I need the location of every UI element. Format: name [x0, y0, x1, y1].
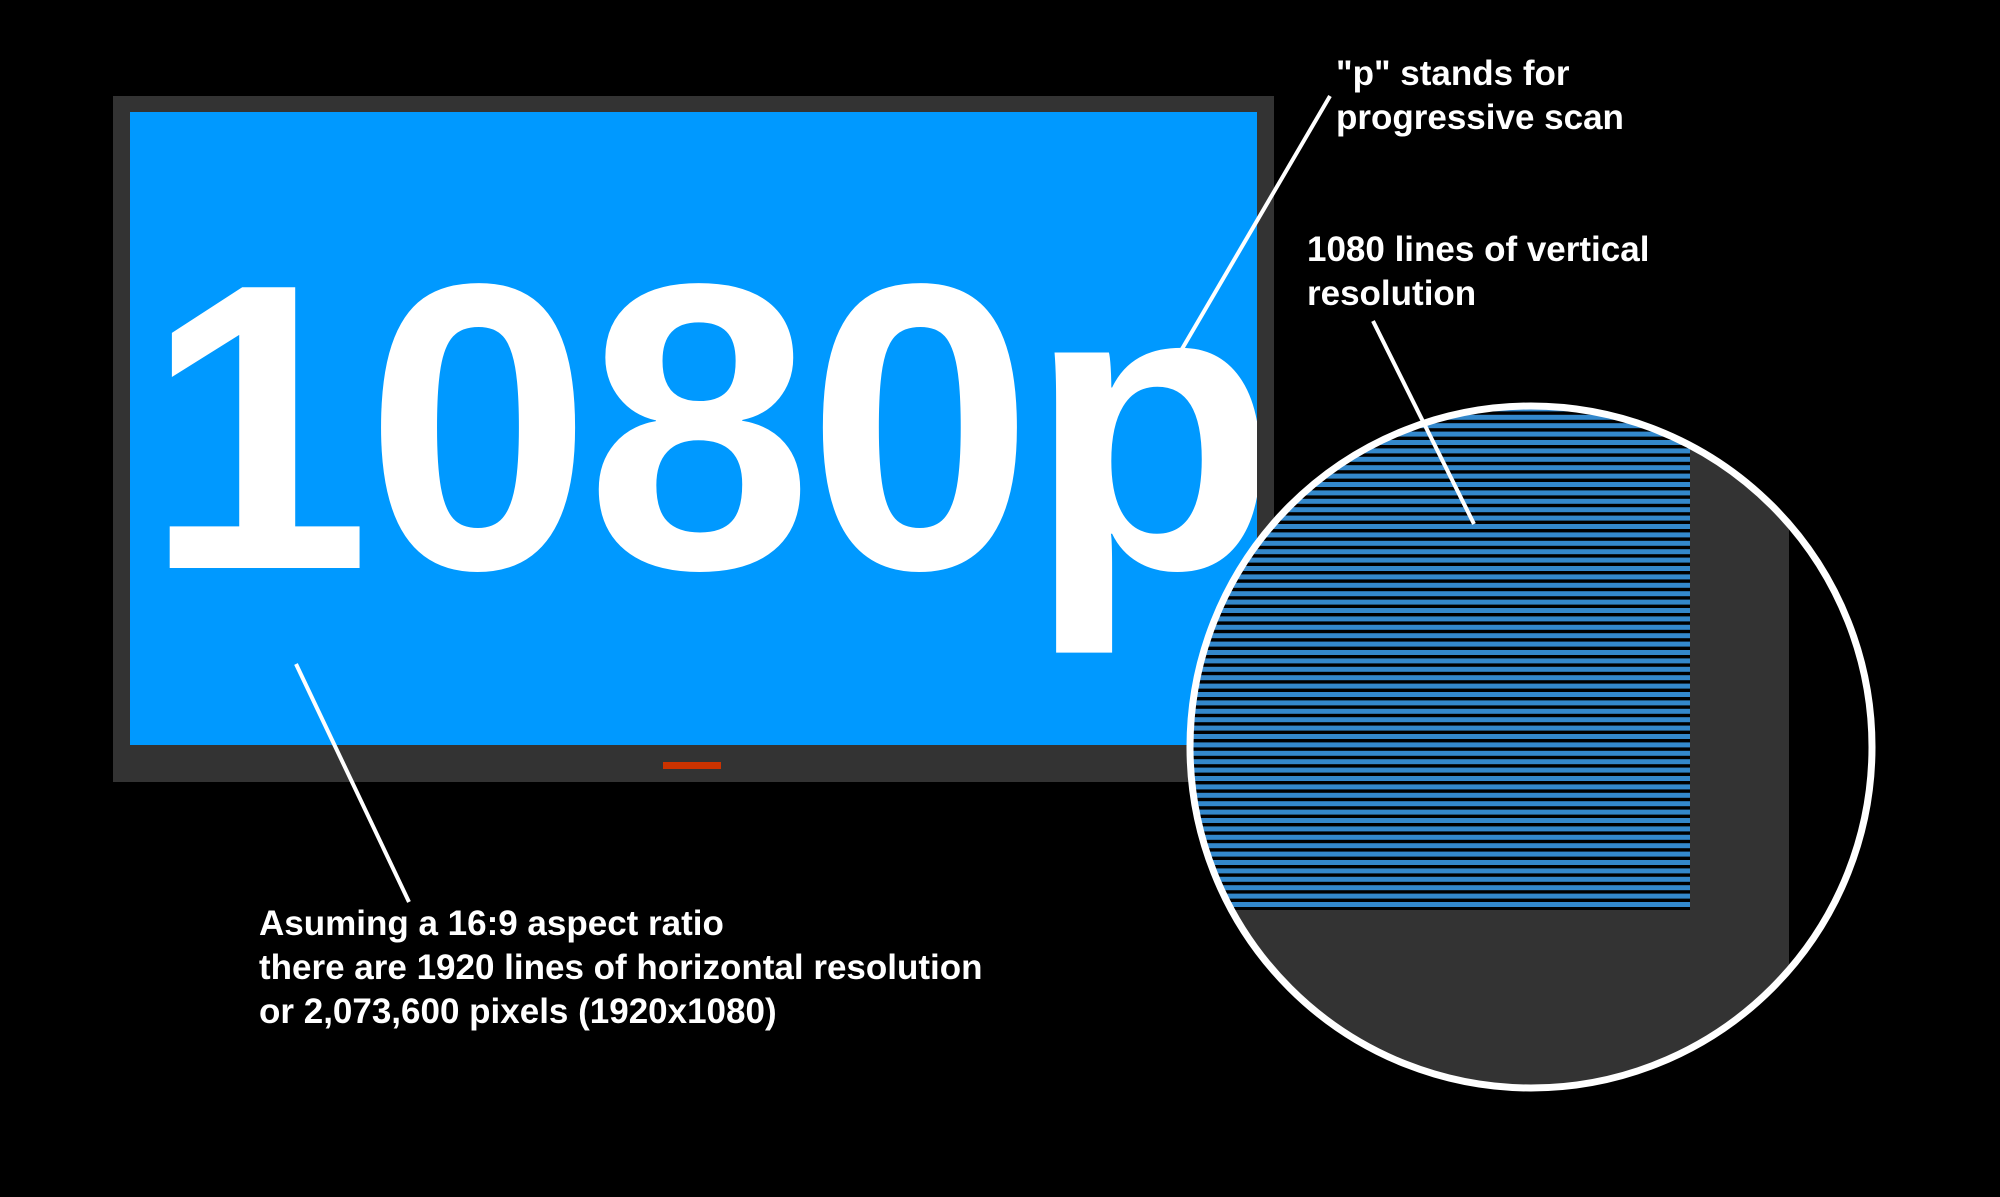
scanline: [1190, 641, 1690, 647]
progressive-scan-note: "p" stands for progressive scan: [1336, 52, 1624, 140]
scanline: [1150, 398, 1690, 403]
scanline: [1190, 666, 1690, 672]
scanline: [1190, 725, 1690, 731]
scanline: [1190, 448, 1690, 454]
scanline: [1190, 843, 1690, 849]
power-indicator: [663, 762, 721, 769]
resolution-title: 1080p: [144, 200, 1257, 655]
scanline: [1190, 524, 1690, 529]
scanline: [1190, 599, 1690, 605]
scanline: [1190, 532, 1690, 538]
scanline: [1190, 851, 1690, 857]
vertical-note-line: resolution: [1307, 274, 1477, 313]
scanline: [1190, 423, 1690, 429]
scanline: [1190, 885, 1690, 891]
scanline: [1190, 658, 1690, 664]
scanline: [1190, 776, 1690, 781]
scanline: [1190, 549, 1690, 555]
scanline: [1190, 759, 1690, 765]
vertical-resolution-note: 1080 lines of vertical resolution: [1307, 228, 1649, 316]
scanline: [1190, 700, 1690, 706]
scanline: [1190, 809, 1690, 815]
scanline: [1190, 818, 1690, 823]
scanline: [1190, 473, 1690, 479]
tv-frame: 1080p: [113, 96, 1274, 782]
scanline: [1190, 490, 1690, 496]
progressive-leader-line: [1180, 94, 1332, 351]
vertical-leader-line: [1371, 320, 1476, 525]
scanline: [1190, 734, 1690, 739]
scanline: [1190, 767, 1690, 773]
scanline: [1190, 876, 1690, 882]
scanline: [1190, 717, 1690, 723]
scanline: [1190, 650, 1690, 655]
scanline: [1190, 801, 1690, 807]
scanline: [1190, 608, 1690, 613]
scanline: [1190, 692, 1690, 697]
scanline: [1190, 902, 1690, 907]
tv-screen: 1080p: [130, 112, 1257, 745]
magnifier-view: [1150, 398, 1876, 1092]
scanline: [1190, 574, 1690, 580]
scanline: [1190, 675, 1690, 681]
scanline: [1190, 540, 1690, 546]
scanline: [1190, 465, 1690, 471]
scanline: [1190, 456, 1690, 462]
scanline: [1190, 742, 1690, 748]
scanline: [1190, 582, 1690, 588]
scanline: [1190, 616, 1690, 622]
scanline: [1190, 893, 1690, 899]
scanline: [1190, 708, 1690, 714]
scanline: [1190, 750, 1690, 756]
scanline: [1190, 440, 1690, 445]
scanline: [1190, 566, 1690, 571]
progressive-note-line: "p" stands for: [1336, 54, 1570, 93]
scanline: [1190, 860, 1690, 865]
scanline: [1190, 784, 1690, 790]
scanline: [1190, 557, 1690, 563]
scanline: [1190, 624, 1690, 630]
horizontal-note-line: there are 1920 lines of horizontal resol…: [259, 948, 983, 987]
progressive-note-line: progressive scan: [1336, 98, 1624, 137]
scanline: [1190, 591, 1690, 597]
scanline: [1190, 406, 1690, 412]
scanline: [1190, 507, 1690, 513]
scanline: [1190, 834, 1690, 840]
vertical-note-line: 1080 lines of vertical: [1307, 230, 1650, 269]
scanline: [1190, 683, 1690, 689]
horizontal-note-line: Asuming a 16:9 aspect ratio: [259, 904, 724, 943]
scanlines: [1150, 398, 1690, 907]
magnifier-ring: [1186, 402, 1876, 1092]
scanline: [1190, 498, 1690, 504]
scanline: [1190, 431, 1690, 437]
scanline: [1190, 826, 1690, 832]
scanline: [1190, 482, 1690, 487]
horizontal-note-line: or 2,073,600 pixels (1920x1080): [259, 992, 777, 1031]
horizontal-leader-line: [294, 663, 411, 903]
scanline: [1190, 633, 1690, 639]
scanline: [1190, 792, 1690, 798]
scanline: [1190, 868, 1690, 874]
horizontal-resolution-note: Asuming a 16:9 aspect ratio there are 19…: [259, 902, 983, 1034]
scanline: [1190, 515, 1690, 521]
